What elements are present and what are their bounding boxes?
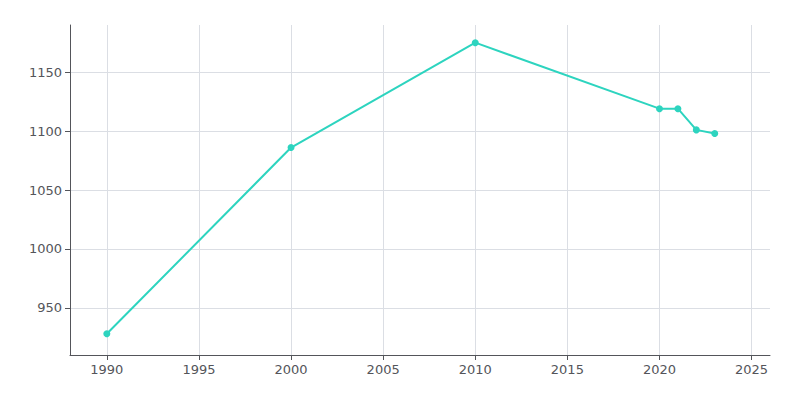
svg-text:2025: 2025 [735, 362, 768, 377]
svg-text:1995: 1995 [182, 362, 215, 377]
svg-text:2000: 2000 [275, 362, 308, 377]
svg-text:2015: 2015 [551, 362, 584, 377]
svg-text:1000: 1000 [29, 241, 62, 256]
svg-text:2010: 2010 [459, 362, 492, 377]
svg-text:1100: 1100 [29, 124, 62, 139]
svg-text:2005: 2005 [367, 362, 400, 377]
svg-text:2020: 2020 [643, 362, 676, 377]
svg-text:1150: 1150 [29, 65, 62, 80]
svg-text:1990: 1990 [90, 362, 123, 377]
svg-text:950: 950 [37, 300, 62, 315]
svg-text:1050: 1050 [29, 183, 62, 198]
